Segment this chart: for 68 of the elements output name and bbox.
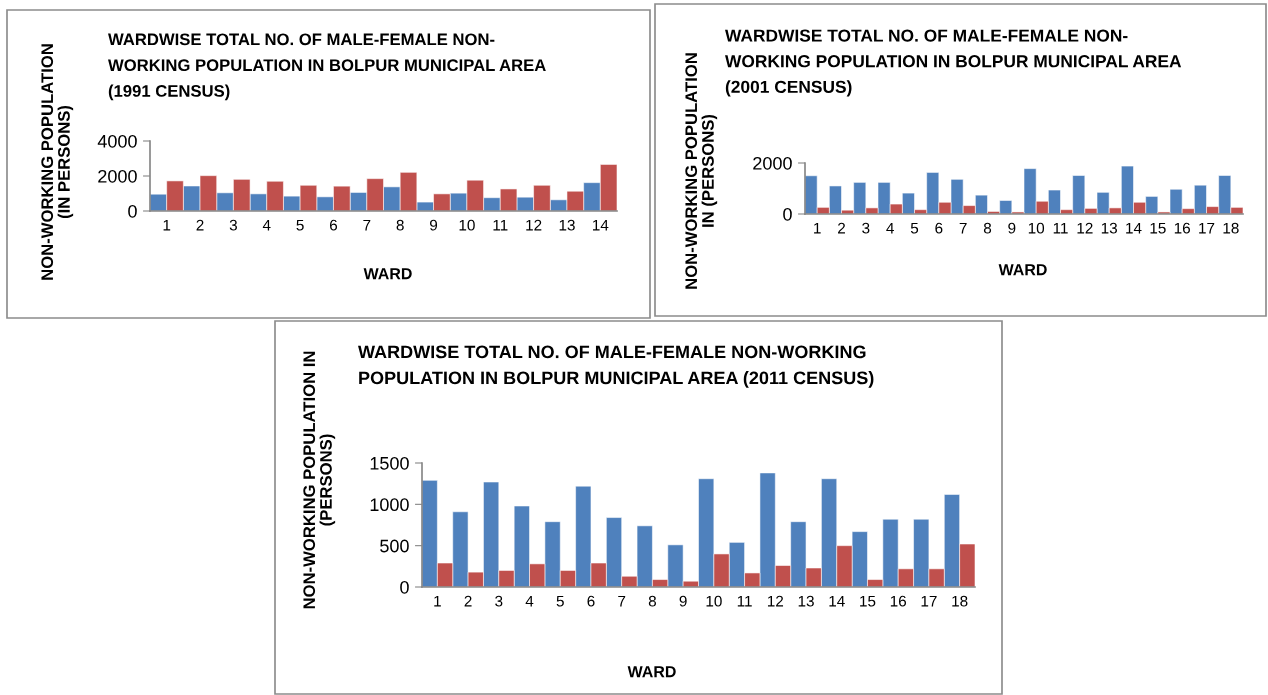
x-tick-label: 1 — [434, 595, 441, 607]
x-tick-label: 5 — [556, 595, 564, 607]
x-tick-label: 12 — [526, 219, 542, 231]
x-tick-label: 1 — [163, 219, 171, 231]
x-tick-label: 9 — [679, 595, 687, 607]
x-axis-title: WARD — [627, 666, 676, 678]
x-tick-label: 11 — [493, 219, 508, 231]
x-tick-label: 14 — [592, 219, 609, 231]
x-tick-label: 10 — [706, 595, 722, 607]
x-tick-label: 4 — [886, 222, 894, 234]
x-tick-label: 17 — [921, 595, 937, 607]
x-tick-label: 6 — [329, 219, 338, 231]
x-tick-label: 11 — [737, 595, 752, 607]
chart-title: WARDWISE TOTAL NO. OF MALE-FEMALE NON- WORKING POPULATION IN BOLPUR MUNICIPAL AREA (2001 CENSUS) — [725, 29, 1182, 97]
x-tick-label: 4 — [262, 219, 271, 231]
x-tick-label: 11 — [1053, 222, 1068, 234]
x-tick-label: 5 — [296, 219, 304, 231]
chart-title: WARDWISE TOTAL NO. OF MALE-FEMALE NON- WORKING POPULATION IN BOLPUR MUNICIPAL AREA (1991 CENSUS) — [108, 33, 546, 101]
y-axis-title: NON-WORKING POPULATION IN (PERSONS) — [685, 53, 718, 289]
x-tick-label: 9 — [1008, 222, 1016, 234]
x-tick-label: 8 — [396, 219, 404, 231]
y-tick-label: 0 — [783, 207, 792, 221]
x-tick-label: 12 — [767, 595, 784, 607]
x-tick-label: 14 — [1126, 222, 1142, 234]
y-tick-label: 0 — [128, 204, 137, 218]
x-tick-label: 17 — [1199, 222, 1215, 234]
x-tick-label: 10 — [1028, 222, 1045, 234]
x-tick-label: 12 — [1077, 222, 1093, 234]
x-tick-label: 13 — [559, 219, 575, 231]
x-tick-label: 7 — [363, 219, 371, 231]
x-axis-title: WARD — [998, 264, 1047, 276]
x-tick-label: 10 — [459, 219, 475, 231]
x-tick-label: 6 — [587, 595, 595, 607]
x-tick-label: 8 — [983, 222, 992, 234]
x-tick-label: 13 — [1101, 222, 1117, 234]
x-tick-label: 8 — [648, 595, 656, 607]
x-tick-label: 3 — [495, 595, 503, 607]
x-axis-title: WARD — [363, 268, 412, 280]
x-tick-label: 15 — [1150, 222, 1166, 234]
x-tick-label: 7 — [959, 222, 967, 234]
x-tick-label: 2 — [464, 595, 472, 607]
y-axis-title: NON-WORKING POPULATION IN (PERSONS) — [303, 351, 336, 609]
x-tick-label: 3 — [862, 222, 870, 234]
x-tick-label: 4 — [525, 595, 534, 607]
x-tick-label: 14 — [829, 595, 845, 607]
x-tick-label: 6 — [935, 222, 943, 234]
y-axis-title: NON-WORKING POPULATION (IN PERSONS) — [41, 44, 74, 280]
y-tick-label: 0 — [400, 580, 409, 594]
x-tick-label: 5 — [910, 222, 919, 234]
x-tick-label: 15 — [860, 595, 876, 607]
x-tick-label: 18 — [1223, 222, 1239, 234]
x-tick-label: 18 — [952, 595, 968, 607]
y-tick-label: 4000 — [97, 134, 137, 148]
y-tick-label: 2000 — [98, 169, 137, 183]
y-tick-label: 2000 — [753, 156, 792, 170]
x-tick-label: 16 — [890, 595, 907, 607]
y-tick-label: 1000 — [370, 498, 409, 512]
x-tick-label: 2 — [196, 219, 204, 231]
x-tick-label: 1 — [814, 222, 821, 234]
x-tick-label: 3 — [229, 219, 237, 231]
x-tick-label: 9 — [430, 219, 438, 231]
x-tick-label: 7 — [618, 595, 626, 607]
x-tick-label: 13 — [798, 595, 814, 607]
x-tick-label: 2 — [838, 222, 845, 234]
x-tick-label: 16 — [1174, 222, 1190, 234]
y-tick-label: 500 — [380, 539, 409, 553]
chart-title: WARDWISE TOTAL NO. OF MALE-FEMALE NON-WORKING POPULATION IN BOLPUR MUNICIPAL AREA (2011 CENSUS) — [358, 345, 874, 388]
y-tick-label: 1500 — [370, 456, 409, 470]
